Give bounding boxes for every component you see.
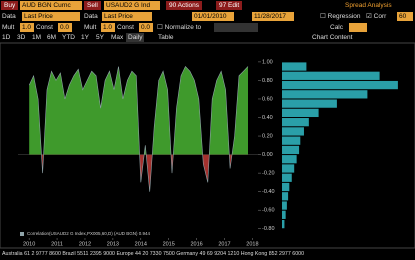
positive-area bbox=[29, 66, 248, 155]
mult-label: Mult bbox=[84, 24, 97, 31]
const-input[interactable]: 0.0 bbox=[58, 23, 72, 32]
x-tick-label: 2013 bbox=[107, 241, 119, 247]
histogram-bar bbox=[282, 173, 292, 182]
histogram-bar bbox=[282, 90, 368, 99]
table-button[interactable]: Table bbox=[158, 34, 174, 41]
histogram-bar bbox=[282, 136, 301, 145]
buy-label[interactable]: Buy bbox=[1, 1, 19, 10]
histogram-bar bbox=[282, 210, 286, 219]
histogram-bar bbox=[282, 192, 289, 201]
correlation-line bbox=[28, 65, 249, 192]
period-button[interactable]: 3D bbox=[17, 34, 26, 41]
y-tick-label: 0.40 bbox=[262, 115, 273, 121]
period-button[interactable]: 5Y bbox=[96, 34, 104, 41]
data-label: Data bbox=[84, 13, 98, 20]
frequency-select[interactable]: Daily bbox=[126, 33, 145, 42]
histogram-bar bbox=[282, 155, 297, 164]
corr-window[interactable]: 60 bbox=[397, 12, 413, 21]
actions-menu[interactable]: 90 Actions bbox=[166, 1, 202, 10]
y-tick-label: -0.60 bbox=[262, 208, 275, 214]
histogram-bar bbox=[282, 219, 285, 229]
normalize-checkbox[interactable]: ☐ Normalize to bbox=[157, 24, 202, 31]
period-button[interactable]: 1Y bbox=[81, 34, 89, 41]
period-button[interactable]: 6M bbox=[47, 34, 57, 41]
sell-label[interactable]: Sell bbox=[84, 1, 101, 10]
buy-ticker[interactable]: AUD BGN Curnc bbox=[20, 1, 82, 10]
regression-label: Regression bbox=[327, 13, 361, 20]
normalize-select[interactable] bbox=[214, 23, 258, 32]
edit-menu[interactable]: 97 Edit bbox=[216, 1, 243, 10]
const-input[interactable]: 0.0 bbox=[139, 23, 153, 32]
page-title: Spread Analysis bbox=[345, 2, 392, 9]
field-select[interactable]: Last Price bbox=[102, 12, 152, 21]
x-tick-label: 2017 bbox=[218, 241, 230, 247]
histogram-bar bbox=[282, 80, 398, 90]
start-date[interactable]: 01/01/2010 bbox=[192, 12, 234, 21]
y-tick-label: 0.60 bbox=[262, 96, 273, 102]
histogram-bar bbox=[282, 127, 304, 136]
histogram-bar bbox=[282, 118, 309, 127]
field-select[interactable]: Last Price bbox=[22, 12, 80, 21]
x-tick-label: 2012 bbox=[79, 241, 91, 247]
legend-label: Correlation(USAUD2 G Index,PX005,60,D) (… bbox=[27, 231, 151, 236]
x-tick-label: 2015 bbox=[163, 241, 175, 247]
histogram-bar bbox=[282, 145, 300, 155]
const-label: Const bbox=[36, 24, 53, 31]
calc-label: Calc bbox=[330, 24, 344, 31]
x-tick-label: 2016 bbox=[190, 241, 202, 247]
const-label: Const bbox=[117, 24, 134, 31]
data-label: Data bbox=[2, 13, 16, 20]
corr-checkbox[interactable]: ☑ Corr bbox=[366, 13, 387, 20]
end-date[interactable]: 11/28/2017 bbox=[252, 12, 294, 21]
histogram-bar bbox=[282, 71, 380, 80]
histogram-bar bbox=[282, 201, 287, 210]
y-tick-label: 0.80 bbox=[262, 78, 273, 84]
mult-input[interactable]: 1.0 bbox=[101, 23, 115, 32]
corr-label: Corr bbox=[373, 13, 387, 20]
period-button[interactable]: 1D bbox=[2, 34, 11, 41]
mult-label: Mult bbox=[2, 24, 15, 31]
y-tick-label: -0.20 bbox=[262, 171, 275, 177]
footer: Australia 61 2 9777 8600 Brazil 5511 239… bbox=[2, 251, 305, 257]
y-tick-label: 1.00 bbox=[262, 59, 273, 65]
histogram-bar bbox=[282, 164, 295, 173]
histogram-bar bbox=[282, 108, 319, 118]
x-tick-label: 2010 bbox=[23, 241, 35, 247]
mult-input[interactable]: 1.0 bbox=[20, 23, 34, 32]
x-tick-label: 2018 bbox=[246, 241, 258, 247]
y-tick-label: -0.40 bbox=[262, 189, 275, 195]
y-tick-label: -0.80 bbox=[262, 226, 275, 232]
period-button[interactable]: Max bbox=[111, 34, 124, 41]
period-button[interactable]: 1M bbox=[32, 34, 42, 41]
y-tick-label: 0.00 bbox=[262, 152, 273, 158]
x-tick-label: 2011 bbox=[51, 241, 63, 247]
y-tick-label: 0.20 bbox=[262, 134, 273, 140]
sell-ticker[interactable]: USAUD2 G Ind bbox=[104, 1, 160, 10]
legend-swatch bbox=[20, 232, 24, 236]
histogram-bar bbox=[282, 182, 290, 192]
histogram-bar bbox=[282, 99, 337, 108]
chart-content-button[interactable]: Chart Content bbox=[312, 34, 353, 41]
histogram-bar bbox=[282, 62, 307, 71]
calc-select[interactable] bbox=[349, 23, 367, 32]
normalize-label: Normalize to bbox=[164, 24, 202, 31]
x-tick-label: 2014 bbox=[135, 241, 147, 247]
regression-checkbox[interactable]: ☐ Regression bbox=[320, 13, 361, 20]
period-button[interactable]: YTD bbox=[62, 34, 75, 41]
